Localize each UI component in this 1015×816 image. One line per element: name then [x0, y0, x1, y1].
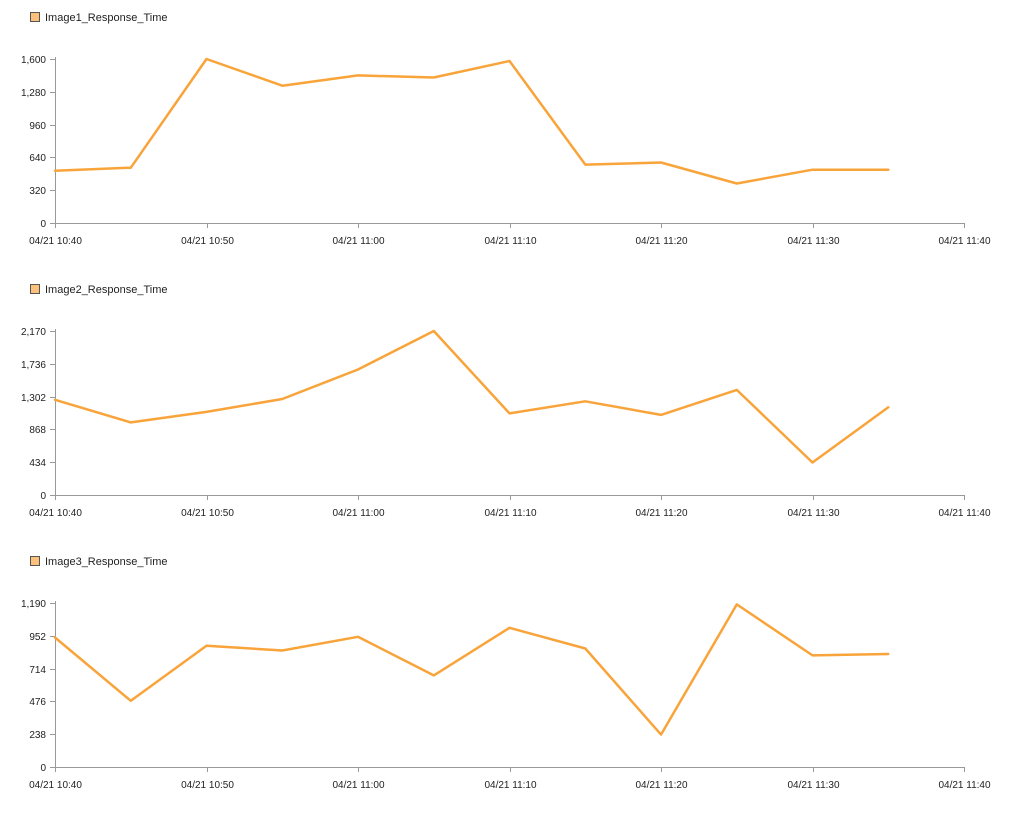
x-tick-label: 04/21 11:40	[938, 508, 991, 519]
x-tick-label: 04/21 11:10	[484, 236, 537, 247]
data-point[interactable]	[734, 181, 740, 187]
legend-label: Image1_Response_Time	[45, 12, 168, 24]
x-tick-label: 04/21 10:50	[181, 780, 234, 791]
x-tick-label: 04/21 11:00	[332, 780, 385, 791]
series-line	[53, 329, 890, 464]
line-chart-1: Image1_Response_Time 0 320 640 960 1,280 1,600…	[21, 12, 991, 247]
legend[interactable]: Image1_Response_Time	[30, 12, 168, 24]
data-point[interactable]	[204, 643, 210, 649]
y-tick-label: 238	[29, 730, 46, 741]
data-point[interactable]	[658, 412, 664, 418]
y-tick-label: 434	[29, 458, 46, 469]
data-point[interactable]	[431, 75, 437, 81]
data-point[interactable]	[734, 601, 740, 607]
data-point[interactable]	[507, 625, 513, 631]
data-point[interactable]	[507, 410, 513, 416]
data-point[interactable]	[734, 387, 740, 393]
data-point[interactable]	[52, 635, 58, 641]
legend-swatch	[30, 556, 40, 566]
y-tick-label: 1,600	[21, 55, 46, 66]
data-point[interactable]	[204, 409, 210, 415]
y-tick-label: 476	[29, 697, 46, 708]
data-point[interactable]	[128, 698, 134, 704]
legend-label: Image3_Response_Time	[45, 556, 168, 568]
data-point[interactable]	[810, 652, 816, 658]
y-tick-label: 320	[29, 186, 46, 197]
legend[interactable]: Image3_Response_Time	[30, 556, 168, 568]
x-tick-label: 04/21 11:30	[787, 508, 840, 519]
data-point[interactable]	[279, 83, 285, 89]
y-tick-label: 868	[29, 425, 46, 436]
legend-swatch	[30, 284, 40, 294]
x-tick-label: 04/21 11:20	[635, 780, 688, 791]
data-point[interactable]	[885, 651, 891, 657]
data-point[interactable]	[355, 72, 361, 78]
y-tick-label: 0	[40, 763, 46, 774]
data-point[interactable]	[355, 634, 361, 640]
series-line	[53, 603, 890, 736]
y-tick-label: 640	[29, 153, 46, 164]
data-point[interactable]	[52, 397, 58, 403]
y-tick-label: 1,302	[21, 393, 46, 404]
x-tick-label: 04/21 11:30	[787, 780, 840, 791]
y-tick-label: 1,190	[21, 599, 46, 610]
x-tick-label: 04/21 11:10	[484, 780, 537, 791]
x-tick-label: 04/21 10:50	[181, 508, 234, 519]
data-point[interactable]	[128, 165, 134, 171]
data-point[interactable]	[431, 328, 437, 334]
data-point[interactable]	[810, 460, 816, 466]
x-tick-label: 04/21 10:40	[29, 236, 82, 247]
y-tick-label: 0	[40, 219, 46, 230]
data-point[interactable]	[279, 648, 285, 654]
series-line	[53, 57, 890, 185]
x-tick-label: 04/21 11:00	[332, 236, 385, 247]
x-tick-label: 04/21 11:20	[635, 508, 688, 519]
data-point[interactable]	[582, 398, 588, 404]
data-point[interactable]	[355, 367, 361, 373]
x-tick-label: 04/21 11:40	[938, 780, 991, 791]
data-point[interactable]	[507, 58, 513, 64]
x-tick-label: 04/21 11:40	[938, 236, 991, 247]
data-point[interactable]	[582, 162, 588, 168]
y-tick-label: 714	[29, 665, 46, 676]
data-point[interactable]	[52, 168, 58, 174]
x-tick-label: 04/21 11:00	[332, 508, 385, 519]
x-tick-label: 04/21 10:40	[29, 508, 82, 519]
data-point[interactable]	[279, 396, 285, 402]
line-chart-3: Image3_Response_Time 0 238 476 714 952 1,190 04…	[21, 556, 991, 791]
x-tick-label: 04/21 10:50	[181, 236, 234, 247]
data-point[interactable]	[204, 56, 210, 62]
y-tick-label: 1,736	[21, 360, 46, 371]
data-point[interactable]	[810, 167, 816, 173]
y-tick-label: 1,280	[21, 88, 46, 99]
legend-label: Image2_Response_Time	[45, 284, 168, 296]
y-tick-label: 952	[29, 632, 46, 643]
y-tick-label: 0	[40, 491, 46, 502]
legend[interactable]: Image2_Response_Time	[30, 284, 168, 296]
data-point[interactable]	[128, 419, 134, 425]
data-point[interactable]	[582, 646, 588, 652]
y-tick-label: 2,170	[21, 327, 46, 338]
x-tick-label: 04/21 11:20	[635, 236, 688, 247]
x-tick-label: 04/21 10:40	[29, 780, 82, 791]
legend-swatch	[30, 12, 40, 22]
y-tick-label: 960	[29, 121, 46, 132]
data-point[interactable]	[658, 732, 664, 738]
x-tick-label: 04/21 11:10	[484, 508, 537, 519]
line-chart-2: Image2_Response_Time 0 434 868 1,302 1,736 2,1…	[21, 284, 991, 519]
data-point[interactable]	[885, 167, 891, 173]
data-point[interactable]	[431, 672, 437, 678]
x-tick-label: 04/21 11:30	[787, 236, 840, 247]
data-point[interactable]	[658, 160, 664, 166]
data-point[interactable]	[885, 404, 891, 410]
